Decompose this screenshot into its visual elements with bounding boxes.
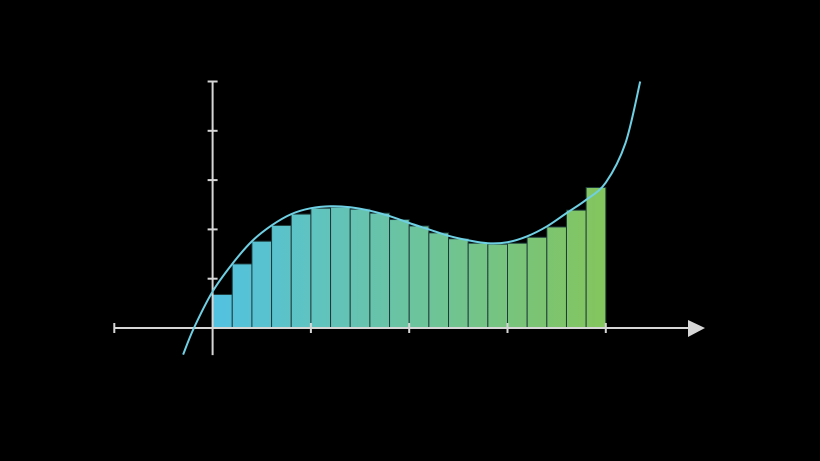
bar: [448, 238, 469, 329]
bar: [349, 208, 371, 329]
bar: [310, 207, 332, 329]
bar: [290, 213, 312, 329]
bar: [467, 242, 489, 329]
bar: [408, 225, 430, 329]
bar: [565, 209, 587, 329]
bar: [585, 186, 607, 329]
bar: [507, 242, 528, 329]
x-axis-arrow-icon: [688, 320, 705, 337]
bar: [428, 232, 450, 329]
bar: [271, 224, 292, 329]
bar: [212, 293, 233, 329]
axes: [113, 80, 705, 356]
bar: [251, 240, 273, 329]
bar: [389, 219, 410, 329]
bar: [231, 263, 253, 329]
bar: [546, 226, 567, 329]
bar: [330, 206, 351, 329]
bars: [212, 186, 607, 329]
bar: [487, 243, 508, 329]
bar: [369, 212, 391, 329]
function-curve: [182, 81, 642, 355]
bar: [526, 236, 548, 329]
